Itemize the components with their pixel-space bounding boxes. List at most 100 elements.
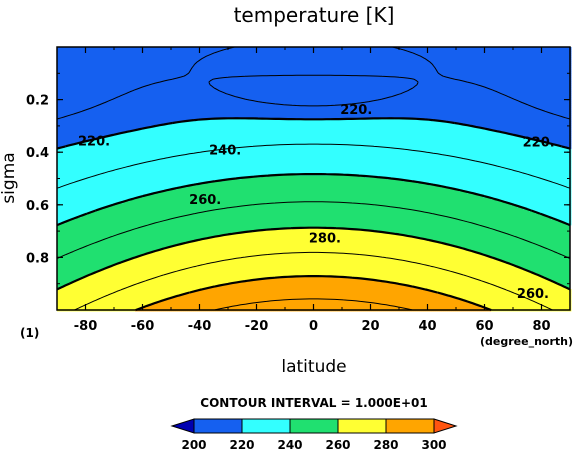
contour-fill-cell xyxy=(347,51,350,54)
contour-fill-cell xyxy=(63,71,66,74)
contour-fill-cell xyxy=(485,49,488,52)
contour-fill-cell xyxy=(393,47,396,50)
contour-fill-cell xyxy=(469,51,472,54)
contour-fill-cell xyxy=(425,49,428,52)
contour-fill-cell xyxy=(413,53,416,56)
contour-fill-cell xyxy=(373,63,376,66)
contour-fill-cell xyxy=(333,51,336,54)
contour-fill-cell xyxy=(445,49,448,52)
contour-fill-cell xyxy=(225,49,228,52)
contour-fill-cell xyxy=(495,53,498,56)
contour-fill-cell xyxy=(295,57,298,60)
contour-fill-cell xyxy=(129,51,132,54)
contour-fill-cell xyxy=(377,49,380,52)
contour-fill-cell xyxy=(333,65,336,68)
contour-fill-cell xyxy=(507,57,510,60)
contour-fill-cell xyxy=(241,71,244,74)
contour-fill-cell xyxy=(375,57,378,60)
contour-fill-cell xyxy=(365,61,368,64)
contour-fill-cell xyxy=(487,49,490,52)
contour-fill-cell xyxy=(535,59,538,62)
contour-fill-cell xyxy=(421,47,424,50)
contour-fill-cell xyxy=(385,71,388,74)
contour-fill-cell xyxy=(247,63,250,66)
contour-fill-cell xyxy=(101,53,104,56)
contour-fill-cell xyxy=(57,69,60,72)
contour-fill-cell xyxy=(419,57,422,60)
contour-fill-cell xyxy=(469,49,472,52)
contour-fill-cell xyxy=(297,61,300,64)
contour-fill-cell xyxy=(389,59,392,62)
contour-fill-cell xyxy=(413,65,416,68)
contour-fill-cell xyxy=(223,49,226,52)
contour-fill-cell xyxy=(281,55,284,58)
contour-fill-cell xyxy=(327,49,330,52)
contour-fill-cell xyxy=(117,57,120,60)
contour-fill-cell xyxy=(173,71,176,74)
contour-fill-cell xyxy=(421,71,424,74)
contour-fill-cell xyxy=(525,57,528,60)
contour-fill-cell xyxy=(269,47,272,50)
contour-fill-cell xyxy=(343,53,346,56)
contour-fill-cell xyxy=(513,63,516,66)
contour-fill-cell xyxy=(433,63,436,66)
contour-fill-cell xyxy=(385,65,388,68)
contour-fill-cell xyxy=(173,69,176,72)
contour-fill-cell xyxy=(527,55,530,58)
contour-fill-cell xyxy=(183,71,186,74)
contour-fill-cell xyxy=(173,67,176,70)
contour-fill-cell xyxy=(509,59,512,62)
contour-fill-cell xyxy=(285,51,288,54)
contour-fill-cell xyxy=(349,55,352,58)
contour-fill-cell xyxy=(137,55,140,58)
contour-fill-cell xyxy=(541,65,544,68)
contour-fill-cell xyxy=(539,59,542,62)
contour-fill-cell xyxy=(543,59,546,62)
contour-fill-cell xyxy=(551,65,554,68)
contour-fill-cell xyxy=(339,49,342,52)
contour-fill-cell xyxy=(319,63,322,66)
contour-fill-cell xyxy=(137,53,140,56)
contour-fill-cell xyxy=(75,51,78,54)
contour-fill-cell xyxy=(261,69,264,72)
contour-fill-cell xyxy=(141,71,144,74)
contour-fill-cell xyxy=(349,67,352,70)
contour-fill-cell xyxy=(527,47,530,50)
contour-fill-cell xyxy=(293,65,296,68)
contour-fill-cell xyxy=(417,63,420,66)
contour-fill-cell xyxy=(355,53,358,56)
contour-fill-cell xyxy=(231,61,234,64)
contour-fill-cell xyxy=(245,57,248,60)
contour-fill-cell xyxy=(203,61,206,64)
contour-fill-cell xyxy=(561,57,564,60)
contour-fill-cell xyxy=(123,65,126,68)
contour-fill-cell xyxy=(59,57,62,60)
contour-fill-cell xyxy=(527,61,530,64)
contour-fill-cell xyxy=(341,57,344,60)
contour-fill-cell xyxy=(377,55,380,58)
contour-fill-cell xyxy=(269,51,272,54)
contour-fill-cell xyxy=(519,61,522,64)
contour-fill-cell xyxy=(267,49,270,52)
contour-fill-cell xyxy=(541,61,544,64)
contour-fill-cell xyxy=(467,55,470,58)
contour-fill-cell xyxy=(363,55,366,58)
contour-fill-cell xyxy=(563,57,566,60)
contour-fill-cell xyxy=(263,55,266,58)
contour-fill-cell xyxy=(383,51,386,54)
contour-fill-cell xyxy=(313,51,316,54)
contour-fill-cell xyxy=(69,59,72,62)
contour-fill-cell xyxy=(179,49,182,52)
contour-fill-cell xyxy=(389,51,392,54)
contour-fill-cell xyxy=(275,65,278,68)
contour-fill-cell xyxy=(65,67,68,70)
contour-fill-cell xyxy=(409,47,412,50)
contour-fill-cell xyxy=(187,59,190,62)
contour-fill-cell xyxy=(101,69,104,72)
contour-fill-cell xyxy=(315,63,318,66)
contour-fill-cell xyxy=(151,65,154,68)
contour-fill-cell xyxy=(405,49,408,52)
contour-fill-cell xyxy=(293,69,296,72)
contour-fill-cell xyxy=(349,65,352,68)
contour-fill-cell xyxy=(163,55,166,58)
